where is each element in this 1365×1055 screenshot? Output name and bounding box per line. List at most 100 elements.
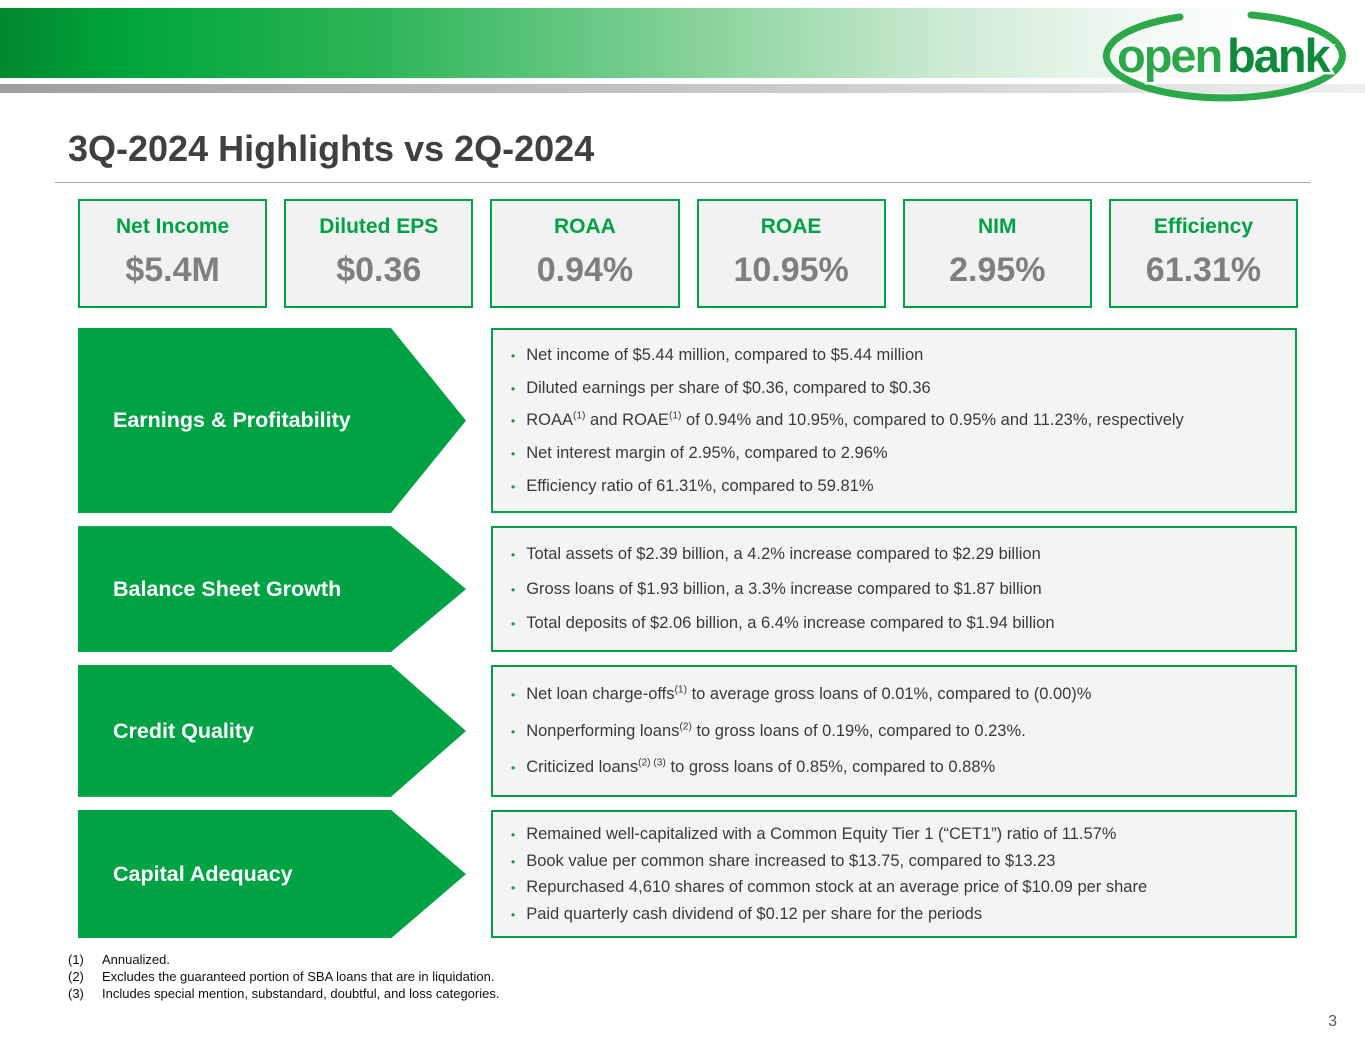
slide-title: 3Q-2024 Highlights vs 2Q-2024: [68, 128, 595, 169]
section-label: Credit Quality: [113, 718, 254, 743]
section-balance-sheet-growth: Balance Sheet Growth • Total assets of $2…: [78, 526, 1297, 652]
logo-swoosh-icon: [1102, 11, 1346, 102]
metric-value: 0.94%: [536, 251, 634, 289]
footnote-text: Excludes the guaranteed portion of SBA l…: [102, 969, 495, 984]
footnote-number: (2): [68, 969, 84, 984]
bullet-text: Diluted earnings per share of $0.36, com…: [526, 378, 931, 397]
bullet-item: • Total deposits of $2.06 billion, a 6.4%…: [511, 606, 1277, 641]
bullet-text: Book value per common share increased to…: [526, 851, 1056, 870]
bullet-list: • Net loan charge-offs(1) to average gros…: [511, 676, 1277, 786]
footnotes: (1) Annualized. (2) Excludes the guarant…: [68, 952, 1365, 1002]
section-earnings-profitability: Earnings & Profitability • Net income of …: [78, 328, 1297, 514]
section-content-box: • Remained well-capitalized with a Common…: [491, 809, 1297, 939]
bullet-item: • ROAA(1) and ROAE(1) of 0.94% and 10.95%…: [511, 404, 1277, 437]
bullet-item: • Diluted earnings per share of $0.36, co…: [511, 372, 1277, 405]
footnote-text: Includes special mention, substandard, d…: [102, 985, 500, 1001]
bullet-item: • Criticized loans(2) (3) to gross loans …: [511, 749, 1277, 786]
bullet-item: • Nonperforming loans(2) to gross loans o…: [511, 713, 1277, 750]
metric-card-net-income: Net Income $5.4M: [78, 199, 268, 308]
metrics-row: Net Income $5.4M Diluted EPS $0.36 ROAA …: [78, 199, 1299, 308]
footnote-number: (3): [68, 985, 84, 1001]
bullet-list: • Remained well-capitalized with a Common…: [511, 821, 1277, 928]
bullet-text: Efficiency ratio of 61.31%, compared to …: [526, 476, 874, 495]
footnote-text: Annualized.: [102, 952, 170, 968]
bullet-text: Net interest margin of 2.95%, compared t…: [526, 443, 888, 462]
metric-label: Efficiency: [1153, 215, 1254, 238]
bullet-text: Gross loans of $1.93 billion, a 3.3% inc…: [526, 579, 1042, 598]
metric-value: $0.36: [336, 251, 422, 289]
header-shadow-bar: [0, 84, 1365, 93]
bullet-icon: •: [511, 381, 516, 396]
logo-word-open: open: [1117, 29, 1221, 82]
openbank-logo: open bank: [1095, 8, 1351, 110]
sections-area: Earnings & Profitability • Net income of …: [78, 328, 1297, 939]
metric-label: ROAE: [760, 215, 822, 238]
bullet-icon: •: [511, 827, 516, 842]
bullet-icon: •: [511, 582, 516, 597]
bullet-item: • Paid quarterly cash dividend of $0.12 p…: [511, 901, 1277, 928]
bullet-icon: •: [511, 349, 516, 363]
bullet-item: • Efficiency ratio of 61.31%, compared to…: [511, 470, 1277, 503]
metric-value: 2.95%: [949, 251, 1046, 289]
metric-value: 61.31%: [1145, 251, 1262, 289]
bullet-icon: •: [511, 761, 516, 776]
header-gradient-bar: [0, 8, 1365, 78]
metric-card-roaa: ROAA 0.94%: [490, 199, 680, 308]
metric-card-nim: NIM 2.95%: [902, 199, 1092, 308]
bullet-icon: •: [511, 907, 516, 922]
section-content-box: • Net income of $5.44 million, compared t…: [491, 328, 1297, 514]
bullet-icon: •: [511, 446, 516, 461]
title-divider: [55, 182, 1310, 183]
section-capital-adequacy: Capital Adequacy • Remained well-capitali…: [78, 809, 1297, 939]
bullet-item: • Total assets of $2.39 billion, a 4.2% i…: [511, 537, 1277, 572]
bullet-text: Repurchased 4,610 shares of common stock…: [526, 878, 1148, 897]
section-credit-quality: Credit Quality • Net loan charge-offs(1) …: [78, 665, 1297, 797]
bullet-item: • Net interest margin of 2.95%, compared …: [511, 437, 1277, 470]
openbank-logo-svg: open bank: [1102, 11, 1346, 102]
bullet-icon: •: [511, 724, 516, 739]
section-content-box: • Net loan charge-offs(1) to average gros…: [491, 665, 1297, 797]
footnote-item: (2) Excludes the guaranteed portion of S…: [68, 969, 1365, 986]
bullet-icon: •: [511, 479, 516, 494]
bullet-list: • Net income of $5.44 million, compared t…: [511, 339, 1277, 502]
section-arrow: Balance Sheet Growth: [78, 526, 466, 652]
metric-value: 10.95%: [733, 251, 849, 289]
metric-label: ROAA: [554, 215, 616, 238]
bullet-icon: •: [511, 854, 516, 869]
bullet-text: ROAA(1) and ROAE(1) of 0.94% and 10.95%,…: [526, 410, 1184, 430]
bullet-text: Nonperforming loans(2) to gross loans of…: [526, 721, 1026, 740]
footnote-item: (1) Annualized.: [68, 952, 1365, 969]
bullet-list: • Total assets of $2.39 billion, a 4.2% i…: [511, 537, 1277, 641]
metric-label: Net Income: [115, 215, 230, 238]
bullet-text: Total assets of $2.39 billion, a 4.2% in…: [526, 545, 1041, 564]
bullet-text: Net loan charge-offs(1) to average gross…: [526, 684, 1092, 703]
bullet-item: • Book value per common share increased t…: [511, 848, 1277, 875]
page-number: 3: [1328, 1013, 1337, 1030]
bullet-item: • Remained well-capitalized with a Common…: [511, 821, 1277, 848]
metric-label: Diluted EPS: [319, 215, 439, 238]
metric-value: $5.4M: [125, 251, 220, 289]
bullet-icon: •: [511, 617, 516, 632]
bullet-text: Total deposits of $2.06 billion, a 6.4% …: [526, 614, 1055, 633]
bullet-text: Criticized loans(2) (3) to gross loans o…: [526, 757, 996, 777]
bullet-icon: •: [511, 414, 516, 429]
metric-card-roae: ROAE 10.95%: [696, 199, 886, 308]
footnote-number: (1): [68, 952, 84, 968]
metric-card-efficiency: Efficiency 61.31%: [1108, 199, 1299, 308]
bullet-icon: •: [511, 548, 516, 563]
logo-word-bank: bank: [1227, 29, 1332, 82]
section-arrow: Credit Quality: [78, 665, 466, 797]
section-label: Balance Sheet Growth: [113, 576, 342, 601]
section-content-box: • Total assets of $2.39 billion, a 4.2% i…: [491, 526, 1297, 652]
bullet-item: • Repurchased 4,610 shares of common stoc…: [511, 874, 1277, 901]
metric-card-diluted-eps: Diluted EPS $0.36: [284, 199, 474, 308]
section-label: Capital Adequacy: [113, 861, 293, 886]
bullet-text: Remained well-capitalized with a Common …: [526, 824, 1117, 843]
bullet-icon: •: [511, 881, 516, 896]
bullet-text: Paid quarterly cash dividend of $0.12 pe…: [526, 904, 983, 923]
bullet-text: Net income of $5.44 million, compared to…: [526, 346, 924, 364]
section-label: Earnings & Profitability: [113, 408, 351, 433]
metric-label: NIM: [978, 215, 1017, 238]
bullet-item: • Net income of $5.44 million, compared t…: [511, 339, 1277, 372]
